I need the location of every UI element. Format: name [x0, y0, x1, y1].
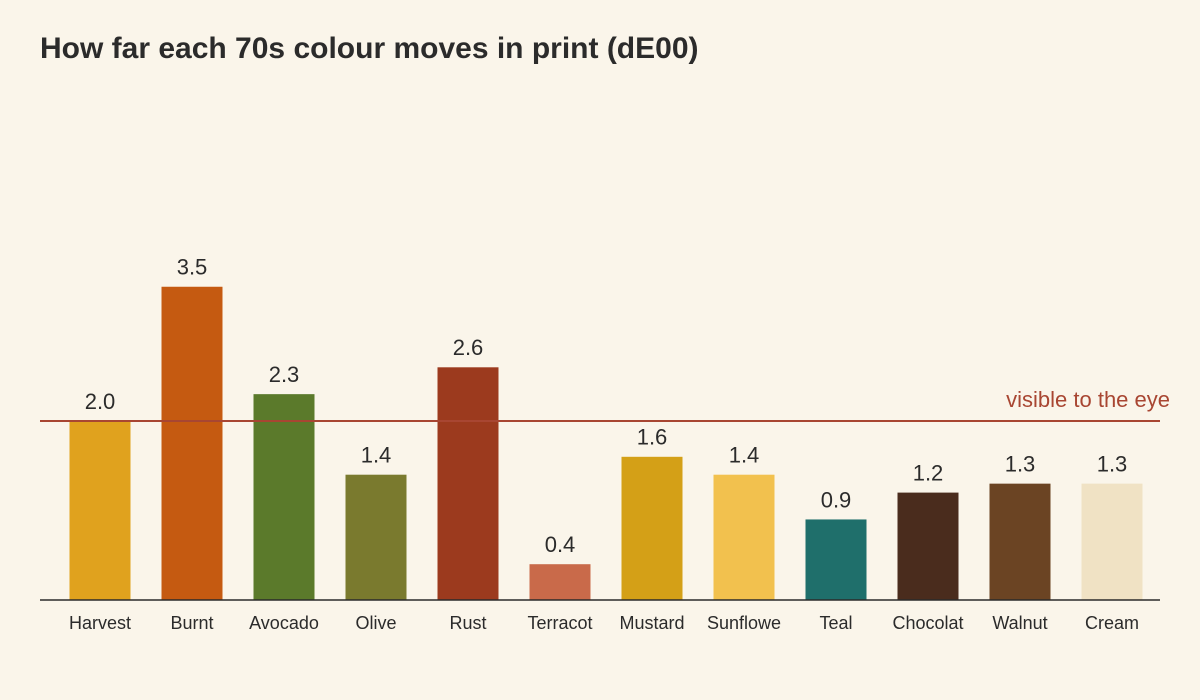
bar	[897, 492, 959, 600]
value-label: 1.4	[361, 443, 392, 468]
x-tick-label: Cream	[1085, 613, 1139, 633]
bar	[253, 394, 315, 600]
value-label: 1.2	[913, 460, 944, 485]
bar	[345, 474, 407, 600]
value-label: 1.3	[1005, 451, 1036, 476]
value-label: 2.3	[269, 362, 300, 387]
bar	[989, 483, 1051, 600]
chart-title: How far each 70s colour moves in print (…	[40, 32, 699, 65]
value-label: 1.6	[637, 425, 668, 450]
value-label: 0.4	[545, 532, 576, 557]
bar	[437, 367, 499, 600]
x-tick-label: Olive	[355, 613, 396, 633]
value-label: 2.6	[453, 335, 484, 360]
value-label: 2.0	[85, 389, 116, 414]
x-tick-label: Teal	[819, 613, 852, 633]
bar	[805, 519, 867, 600]
bar	[713, 474, 775, 600]
value-label: 1.4	[729, 443, 760, 468]
x-tick-label: Mustard	[619, 613, 684, 633]
value-label: 1.3	[1097, 451, 1128, 476]
value-label: 3.5	[177, 255, 208, 280]
x-tick-label: Sunflowe	[707, 613, 781, 633]
bar	[529, 564, 591, 600]
reference-label: visible to the eye	[1006, 387, 1170, 412]
x-tick-label: Terracot	[527, 613, 592, 633]
x-tick-label: Walnut	[992, 613, 1047, 633]
bar	[621, 456, 683, 600]
bar	[161, 286, 223, 600]
x-tick-label: Avocado	[249, 613, 319, 633]
x-tick-label: Harvest	[69, 613, 131, 633]
value-label: 0.9	[821, 487, 852, 512]
x-tick-label: Rust	[449, 613, 486, 633]
x-tick-label: Burnt	[170, 613, 213, 633]
bar	[69, 421, 131, 600]
bar	[1081, 483, 1143, 600]
x-tick-label: Chocolat	[892, 613, 963, 633]
